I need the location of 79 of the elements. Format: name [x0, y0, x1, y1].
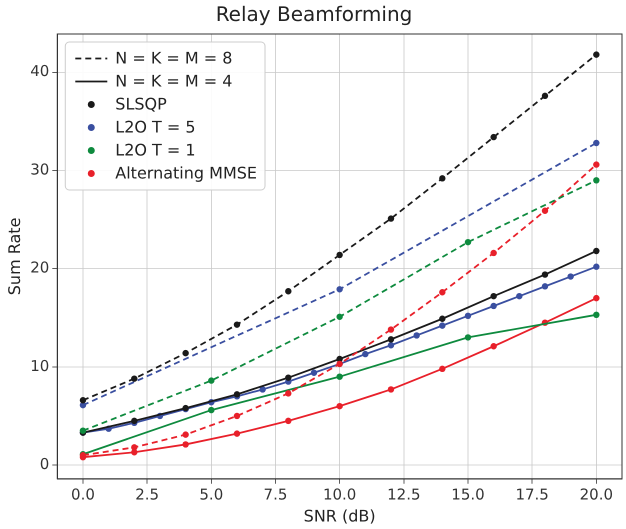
x-tick-label: 5.0	[199, 486, 224, 504]
legend-label: Alternating MMSE	[115, 164, 258, 183]
point	[285, 288, 292, 294]
point	[310, 370, 318, 376]
y-axis-title: Sum Rate	[4, 218, 24, 296]
point	[490, 302, 497, 310]
x-tick-label: 15.0	[451, 486, 485, 504]
point	[234, 321, 240, 328]
point	[593, 294, 600, 302]
x-tick-label: 10.0	[322, 486, 356, 504]
y-tick-label: 30	[30, 160, 50, 178]
point	[336, 373, 343, 380]
point	[362, 350, 369, 358]
point	[439, 175, 446, 182]
point	[593, 140, 600, 146]
point	[336, 286, 343, 292]
point	[490, 343, 497, 350]
point	[593, 161, 600, 168]
y-tick-label: 20	[30, 258, 50, 277]
point	[439, 289, 446, 296]
point	[439, 316, 446, 322]
x-tick-label: 17.5	[515, 486, 549, 504]
point	[388, 326, 394, 333]
point	[464, 238, 472, 246]
point	[490, 250, 497, 256]
point	[285, 418, 292, 424]
point	[388, 215, 394, 222]
point	[542, 283, 548, 290]
x-tick-label: 12.5	[387, 486, 421, 504]
legend-label: L2O T = 1	[115, 140, 196, 160]
point	[182, 431, 189, 438]
point	[464, 334, 472, 341]
point	[80, 397, 86, 404]
legend-label: SLSQP	[115, 94, 168, 114]
point	[259, 386, 266, 393]
point	[542, 271, 548, 278]
point	[464, 312, 472, 320]
point	[131, 444, 138, 451]
point	[131, 375, 138, 382]
point	[593, 248, 600, 254]
legend-label: L2O T = 5	[115, 118, 196, 137]
point	[439, 366, 446, 372]
point	[285, 390, 292, 397]
point	[285, 374, 292, 381]
point	[336, 252, 343, 258]
annotation: N = K = M = 8	[115, 48, 232, 68]
point	[490, 134, 497, 140]
point	[182, 350, 189, 356]
point	[593, 177, 600, 184]
point	[593, 312, 600, 318]
point	[336, 402, 343, 410]
annotation: N = K = M = 4	[115, 72, 232, 91]
point	[593, 264, 600, 270]
x-tick-label: 20.0	[580, 486, 614, 504]
point	[413, 332, 420, 339]
point	[208, 377, 214, 384]
x-axis-title: SNR (dB)	[304, 506, 376, 526]
y-tick-label: 0	[40, 454, 50, 473]
point	[567, 273, 574, 280]
point	[516, 292, 523, 300]
point	[208, 406, 214, 414]
y-tick-label: 10	[30, 356, 50, 375]
point	[234, 412, 240, 420]
point	[388, 336, 394, 343]
point	[336, 314, 343, 320]
point	[439, 322, 446, 329]
x-tick-label: 0.0	[71, 486, 95, 504]
point	[490, 292, 497, 300]
point	[234, 430, 240, 437]
point	[593, 51, 600, 58]
point	[542, 92, 548, 100]
y-tick-label: 40	[30, 62, 50, 80]
x-tick-label: 2.5	[135, 486, 160, 504]
point	[542, 208, 548, 214]
point	[388, 386, 394, 393]
chart-title: Relay Beamforming	[216, 2, 412, 26]
point	[388, 342, 394, 348]
x-tick-label: 7.5	[264, 486, 288, 504]
point	[182, 441, 189, 448]
